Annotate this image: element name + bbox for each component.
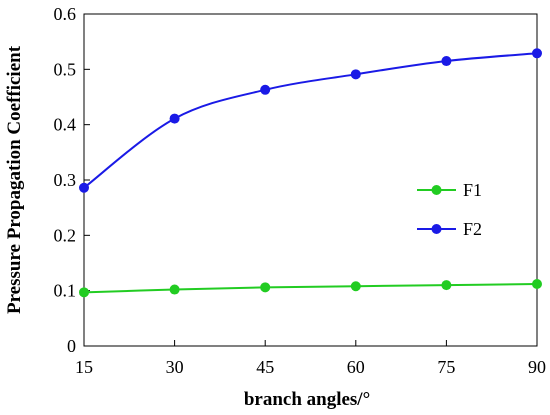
y-tick-label: 0.1 [54, 281, 77, 301]
y-tick-label: 0.2 [54, 225, 77, 245]
series-layer [79, 48, 542, 298]
series-line-f2 [83, 52, 538, 189]
data-point-f2 [169, 113, 180, 124]
x-tick-label: 75 [437, 357, 455, 377]
data-point-f1 [532, 279, 542, 290]
x-tick-label: 15 [75, 357, 93, 377]
y-tick-label: 0 [67, 336, 76, 356]
legend-marker-f2 [431, 224, 442, 234]
data-point-f1 [169, 284, 180, 295]
legend-label-f1: F1 [463, 180, 482, 200]
y-axis-title: Pressure Propagation Coefficient [4, 45, 25, 314]
data-point-f1 [260, 282, 271, 293]
legend-marker-f1 [431, 185, 442, 195]
data-point-f2 [260, 84, 271, 95]
series-line-f1 [83, 283, 538, 294]
data-point-f1 [79, 287, 89, 298]
y-tick-label: 0.3 [54, 170, 77, 190]
x-tick-label: 30 [166, 357, 184, 377]
legend-label-f2: F2 [463, 219, 482, 239]
data-point-f2 [441, 56, 452, 67]
data-point-f2 [350, 69, 361, 80]
data-point-f2 [532, 48, 542, 59]
data-point-f1 [350, 281, 361, 292]
y-axis-ticks: 0 0.1 0.2 0.3 0.4 0.5 0.6 [54, 4, 90, 356]
series-f2 [79, 48, 542, 193]
y-tick-label: 0.6 [54, 4, 77, 24]
data-point-f2 [79, 182, 89, 193]
x-tick-label: 60 [347, 357, 365, 377]
data-point-f1 [441, 280, 452, 291]
y-tick-label: 0.5 [54, 59, 77, 79]
y-tick-label: 0.4 [54, 115, 77, 135]
x-tick-label: 45 [256, 357, 274, 377]
x-axis-title: branch angles/° [244, 389, 370, 410]
x-axis-ticks: 15 30 45 60 75 90 [75, 340, 546, 377]
x-tick-label: 90 [528, 357, 546, 377]
legend: F1 F2 [417, 180, 482, 239]
series-f1 [79, 279, 542, 298]
